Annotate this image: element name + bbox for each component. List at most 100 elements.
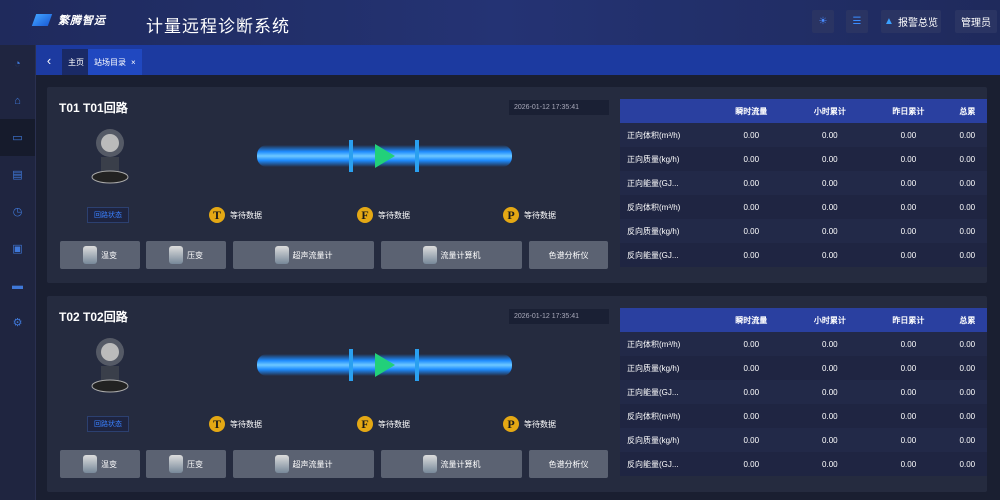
- table-cell: 0.00: [712, 356, 791, 380]
- sidebar-item-dashboard[interactable]: ◔: [0, 45, 35, 82]
- table-row: 反向能量(GJ... 0.00 0.00 0.00 0.00: [620, 452, 987, 476]
- device-label: 流量计算机: [440, 250, 481, 260]
- device-icon: [83, 455, 97, 473]
- table-cell: 0.00: [790, 452, 870, 476]
- device-button[interactable]: 温变: [60, 241, 140, 269]
- device-icon: [274, 455, 289, 473]
- row-label: 反向能量(GJ...: [620, 452, 712, 476]
- table-cell: 0.00: [869, 428, 948, 452]
- monitor-icon: ▭: [12, 132, 23, 144]
- menu-button[interactable]: ☰: [846, 10, 868, 33]
- timestamp: 2026-01-12 17:35:41: [509, 100, 609, 115]
- sidebar-item-document[interactable]: ▤: [0, 156, 35, 193]
- header: 繁腾智运 计量远程诊断系统 ☀ ☰ ▲ 报警总览 管理员: [0, 0, 1000, 45]
- column-header: 小时累计: [790, 99, 870, 123]
- sidebar-item-tools[interactable]: ▬: [0, 267, 35, 304]
- table-cell: 0.00: [869, 123, 948, 147]
- table-cell: 0.00: [790, 356, 870, 380]
- device-icon: [83, 246, 97, 264]
- flow-table: 瞬时流量 小时累计 昨日累计 总累 正向体积(m³/h) 0.00 0.00 0.00 0.00…: [620, 308, 987, 476]
- device-label: 色谱分析仪: [548, 459, 589, 469]
- device-button[interactable]: 色谱分析仪: [529, 241, 608, 269]
- device-button[interactable]: 流量计算机: [381, 450, 522, 478]
- indicator-badge-icon: P: [503, 416, 519, 432]
- indicator-f: F 等待数据: [357, 207, 410, 223]
- flow-arrow-icon: [375, 144, 395, 168]
- table-cell: 0.00: [712, 428, 791, 452]
- table-cell: 0.00: [947, 404, 987, 428]
- logo: 繁腾智运: [31, 12, 106, 28]
- table-cell: 0.00: [947, 243, 987, 267]
- table-cell: 0.00: [712, 195, 791, 219]
- sidebar-item-monitor[interactable]: ▭: [0, 119, 35, 156]
- column-header: [620, 99, 712, 123]
- table-cell: 0.00: [712, 404, 791, 428]
- indicator-badge-icon: F: [357, 416, 373, 432]
- alarm-light-icon: ▲: [884, 16, 894, 27]
- table-row: 反向能量(GJ... 0.00 0.00 0.00 0.00: [620, 243, 987, 267]
- indicator-t: T 等待数据: [209, 416, 262, 432]
- pipe-flow-graphic: [257, 349, 512, 381]
- indicator-badge-icon: T: [209, 207, 225, 223]
- chevron-left-icon: ‹: [46, 52, 52, 68]
- table-cell: 0.00: [790, 380, 870, 404]
- table-cell: 0.00: [790, 332, 870, 356]
- indicator-text: 等待数据: [524, 210, 556, 220]
- table-row: 正向体积(m³/h) 0.00 0.00 0.00 0.00: [620, 123, 987, 147]
- loop-status-button[interactable]: 回路状态: [87, 416, 129, 432]
- back-button[interactable]: ‹: [38, 45, 60, 75]
- document-icon: ▤: [12, 169, 23, 181]
- indicator-p: P 等待数据: [503, 416, 556, 432]
- device-button[interactable]: 超声流量计: [233, 450, 374, 478]
- device-label: 超声流量计: [292, 250, 333, 260]
- table-cell: 0.00: [790, 123, 870, 147]
- sidebar-item-home[interactable]: ⌂: [0, 82, 35, 119]
- tab-bar: ‹ 主页 站场目录 ×: [0, 45, 1000, 75]
- row-label: 正向质量(kg/h): [620, 356, 712, 380]
- tab-label: 站场目录: [94, 57, 126, 67]
- app-title: 计量远程诊断系统: [146, 17, 290, 36]
- sidebar-item-save[interactable]: ▣: [0, 230, 35, 267]
- user-menu-button[interactable]: 管理员: [955, 10, 997, 33]
- indicator-badge-icon: F: [357, 207, 373, 223]
- tab-station-directory[interactable]: 站场目录 ×: [88, 49, 142, 75]
- table-cell: 0.00: [947, 195, 987, 219]
- device-button[interactable]: 压变: [146, 450, 226, 478]
- save-icon: ▣: [12, 243, 23, 255]
- table-cell: 0.00: [947, 147, 987, 171]
- row-label: 正向能量(GJ...: [620, 171, 712, 195]
- device-button[interactable]: 色谱分析仪: [529, 450, 608, 478]
- indicator-text: 等待数据: [230, 210, 262, 220]
- device-icon: [422, 246, 437, 264]
- device-label: 温变: [101, 250, 117, 260]
- device-button[interactable]: 压变: [146, 241, 226, 269]
- alarm-overview-button[interactable]: ▲ 报警总览: [881, 10, 941, 33]
- table-cell: 0.00: [790, 147, 870, 171]
- table-cell: 0.00: [869, 356, 948, 380]
- device-label: 压变: [187, 250, 203, 260]
- device-icon: [422, 455, 437, 473]
- tab-home[interactable]: 主页: [62, 49, 90, 75]
- flowmeter-icon: [91, 338, 129, 393]
- table-cell: 0.00: [790, 171, 870, 195]
- close-icon[interactable]: ×: [131, 57, 136, 67]
- row-label: 正向质量(kg/h): [620, 147, 712, 171]
- loop-status-button[interactable]: 回路状态: [87, 207, 129, 223]
- device-label: 流量计算机: [440, 459, 481, 469]
- table-cell: 0.00: [712, 171, 791, 195]
- device-button[interactable]: 超声流量计: [233, 241, 374, 269]
- indicator-f: F 等待数据: [357, 416, 410, 432]
- theme-toggle-button[interactable]: ☀: [812, 10, 834, 33]
- table-cell: 0.00: [869, 171, 948, 195]
- clock-icon: ◷: [12, 206, 23, 218]
- row-label: 反向质量(kg/h): [620, 219, 712, 243]
- table-cell: 0.00: [712, 147, 791, 171]
- device-button[interactable]: 流量计算机: [381, 241, 522, 269]
- sun-icon: ☀: [818, 16, 828, 27]
- device-button[interactable]: 温变: [60, 450, 140, 478]
- column-header: 瞬时流量: [712, 99, 791, 123]
- sidebar-item-history[interactable]: ◷: [0, 193, 35, 230]
- sidebar-item-settings[interactable]: ⚙: [0, 304, 35, 341]
- row-label: 反向体积(m³/h): [620, 404, 712, 428]
- row-label: 反向体积(m³/h): [620, 195, 712, 219]
